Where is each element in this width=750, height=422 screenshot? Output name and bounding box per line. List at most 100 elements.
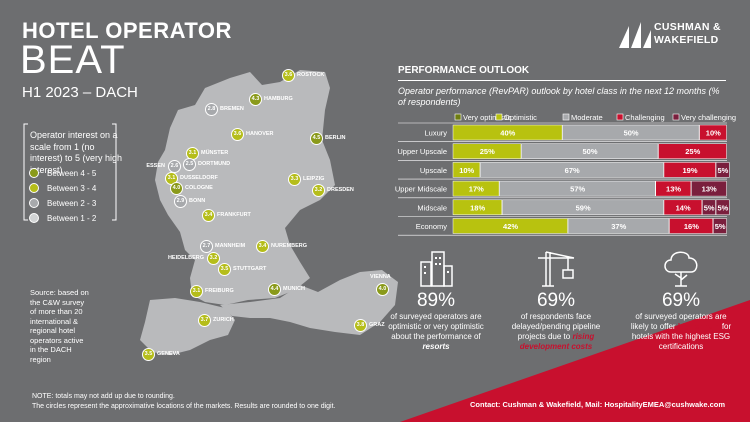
city-score: 4.5 [312, 135, 321, 141]
city-label: STUTTGART [233, 266, 267, 272]
city-marker: 4.0 [170, 182, 183, 195]
chart-category-label: Midscale [417, 203, 447, 212]
city-score: 3.4 [258, 243, 267, 249]
city-score: 3.8 [356, 322, 365, 328]
city-marker: 3.2 [207, 252, 220, 265]
chart-bar-segment [502, 199, 664, 216]
chart-bar-segment [452, 199, 503, 216]
title-line2: BEAT [20, 38, 126, 82]
legend-label: Between 3 - 4 [47, 183, 97, 193]
stat-description: of surveyed operators are optimistic or … [381, 312, 491, 352]
chart-data-label: 42% [503, 222, 518, 231]
chart-bar-segment [715, 199, 730, 216]
legend-item: Between 2 - 3 [29, 198, 96, 208]
chart-legend-label: Very optimistic [463, 113, 512, 122]
chart-data-label: 57% [570, 185, 585, 194]
city-marker: 3.5 [218, 263, 231, 276]
city-marker: 4.5 [310, 132, 323, 145]
chart-bar-segment [699, 124, 727, 141]
chart-bar-segment [452, 162, 481, 178]
chart-data-label: 67% [565, 166, 580, 175]
performance-divider [398, 80, 726, 81]
city-score: 3.5 [144, 351, 153, 357]
chart-bar-segment [702, 199, 716, 216]
stat-text: of surveyed operators are likely to offe… [630, 312, 727, 331]
city-score: 3.3 [290, 176, 299, 182]
legend-label: Between 4 - 5 [47, 168, 97, 178]
stat-card: 69% of respondents face delayed/pending p… [501, 248, 611, 352]
cw-logo-icon [619, 22, 651, 48]
city-score: 3.2 [314, 187, 323, 193]
legend-dot-icon [29, 168, 39, 178]
chart-bar-segment [452, 124, 563, 141]
chart-data-label: 50% [582, 147, 597, 156]
city-label: FRANKFURT [217, 212, 251, 218]
contact-info: Contact: Cushman & Wakefield, Mail: Hosp… [470, 400, 725, 409]
chart-legend-swatch [616, 113, 624, 121]
city-score: 2.7 [202, 243, 211, 249]
chart-bar-segment [452, 180, 500, 197]
chart-bar-segment [480, 162, 664, 178]
city-label: NUREMBERG [271, 243, 308, 249]
city-score: 2.5 [185, 161, 194, 167]
legend-item: Between 4 - 5 [29, 168, 96, 178]
chart-data-label: 17% [469, 185, 484, 194]
city-score: 2.6 [170, 163, 179, 169]
stat-card: 69% of surveyed operators are likely to o… [626, 248, 736, 352]
chart-data-label: 5% [715, 222, 726, 231]
city-label: HEIDELBERG [167, 255, 204, 261]
city-score: 4.3 [251, 96, 260, 102]
city-marker: 3.8 [354, 319, 367, 332]
city-marker: 4.3 [249, 93, 262, 106]
crane-icon [501, 248, 611, 290]
city-label: BERLIN [325, 135, 346, 141]
stat-highlight: higher rent [677, 322, 720, 331]
chart-bar-segment [713, 218, 727, 234]
city-label: VIENNA [370, 274, 391, 280]
source-note: Source: based on the C&W survey of more … [30, 288, 89, 364]
stat-description: of surveyed operators are likely to offe… [626, 312, 736, 352]
chart-data-label: 14% [676, 203, 691, 212]
chart-category-label: Upper Upscale [397, 147, 447, 156]
city-label: HAMBURG [264, 96, 293, 102]
austria-shape [220, 270, 398, 335]
city-marker: 3.6 [282, 69, 295, 82]
city-marker: 4.4 [268, 283, 281, 296]
chart-data-label: 50% [624, 129, 639, 138]
city-marker: 4.0 [376, 283, 389, 296]
city-label: GENEVA [157, 351, 180, 357]
performance-subtitle: Operator performance (RevPAR) outlook by… [398, 86, 720, 107]
legend-label: Between 1 - 2 [47, 213, 97, 223]
city-label: FREIBURG [205, 288, 234, 294]
chart-bar-segment [499, 180, 656, 197]
chart-data-label: 25% [685, 147, 700, 156]
city-score: 3.6 [233, 131, 242, 137]
city-score: 3.1 [167, 175, 176, 181]
footnote-line1: NOTE: totals may not add up due to round… [32, 393, 175, 400]
chart-data-label: 5% [717, 166, 728, 175]
chart-legend-label: Very challenging [681, 113, 736, 122]
city-label: ZURICH [213, 317, 234, 323]
city-score: 3.5 [220, 266, 229, 272]
chart-data-label: 37% [611, 222, 626, 231]
city-marker: 3.3 [288, 173, 301, 186]
chart-category-label: Economy [416, 222, 448, 231]
chart-category-label: Upper Midscale [395, 185, 447, 194]
city-score: 4.0 [172, 185, 181, 191]
buildings-icon [381, 248, 491, 290]
chart-data-label: 13% [666, 185, 681, 194]
title-line1: HOTEL OPERATOR [22, 18, 232, 43]
city-score: 3.2 [209, 255, 218, 261]
legend-dot-icon [29, 183, 39, 193]
switzerland-shape [140, 298, 235, 355]
stat-description: of respondents face delayed/pending pipe… [501, 312, 611, 352]
chart-bar-segment [521, 143, 659, 159]
city-score: 2.8 [207, 106, 216, 112]
legend-label: Between 2 - 3 [47, 198, 97, 208]
legend-title: Operator interest on a scale from 1 (no … [30, 130, 123, 175]
stat-percentage: 69% [536, 290, 576, 311]
chart-bar-segment [663, 199, 703, 216]
city-score: 3.1 [192, 288, 201, 294]
